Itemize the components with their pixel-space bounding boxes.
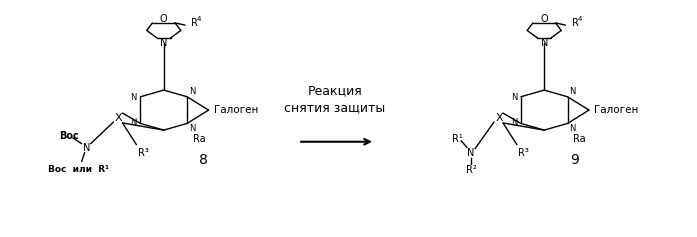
Text: Boc: Boc <box>59 131 79 141</box>
Text: N: N <box>569 124 576 133</box>
Text: снятия защиты: снятия защиты <box>284 102 385 115</box>
Text: N: N <box>130 93 137 102</box>
Text: N: N <box>130 118 137 127</box>
Text: X: X <box>495 113 503 123</box>
Text: N: N <box>511 93 517 102</box>
Text: 8: 8 <box>199 153 208 167</box>
Text: R: R <box>191 18 198 28</box>
Text: N: N <box>189 87 195 96</box>
Text: 9: 9 <box>569 153 579 167</box>
Text: Реакция: Реакция <box>307 84 362 97</box>
Text: O: O <box>160 14 167 24</box>
Text: Bос  или  R¹: Bос или R¹ <box>48 165 109 174</box>
Text: N: N <box>511 118 517 127</box>
Text: N: N <box>468 148 475 158</box>
Text: R³: R³ <box>519 148 529 158</box>
Text: R¹: R¹ <box>452 134 463 144</box>
Text: Ra: Ra <box>192 134 206 144</box>
Text: N: N <box>569 87 576 96</box>
Text: X: X <box>115 113 123 123</box>
Text: R²: R² <box>466 165 477 175</box>
Text: Галоген: Галоген <box>213 105 258 115</box>
Text: R: R <box>572 18 579 28</box>
Text: N: N <box>541 38 548 48</box>
Text: Галоген: Галоген <box>594 105 638 115</box>
Text: O: O <box>540 14 548 24</box>
Text: 4: 4 <box>578 16 582 22</box>
Text: Ra: Ra <box>573 134 585 144</box>
Text: R³: R³ <box>138 148 149 158</box>
Text: N: N <box>189 124 195 133</box>
Text: 4: 4 <box>197 16 201 22</box>
Text: N: N <box>160 38 167 48</box>
Text: N: N <box>83 143 91 153</box>
